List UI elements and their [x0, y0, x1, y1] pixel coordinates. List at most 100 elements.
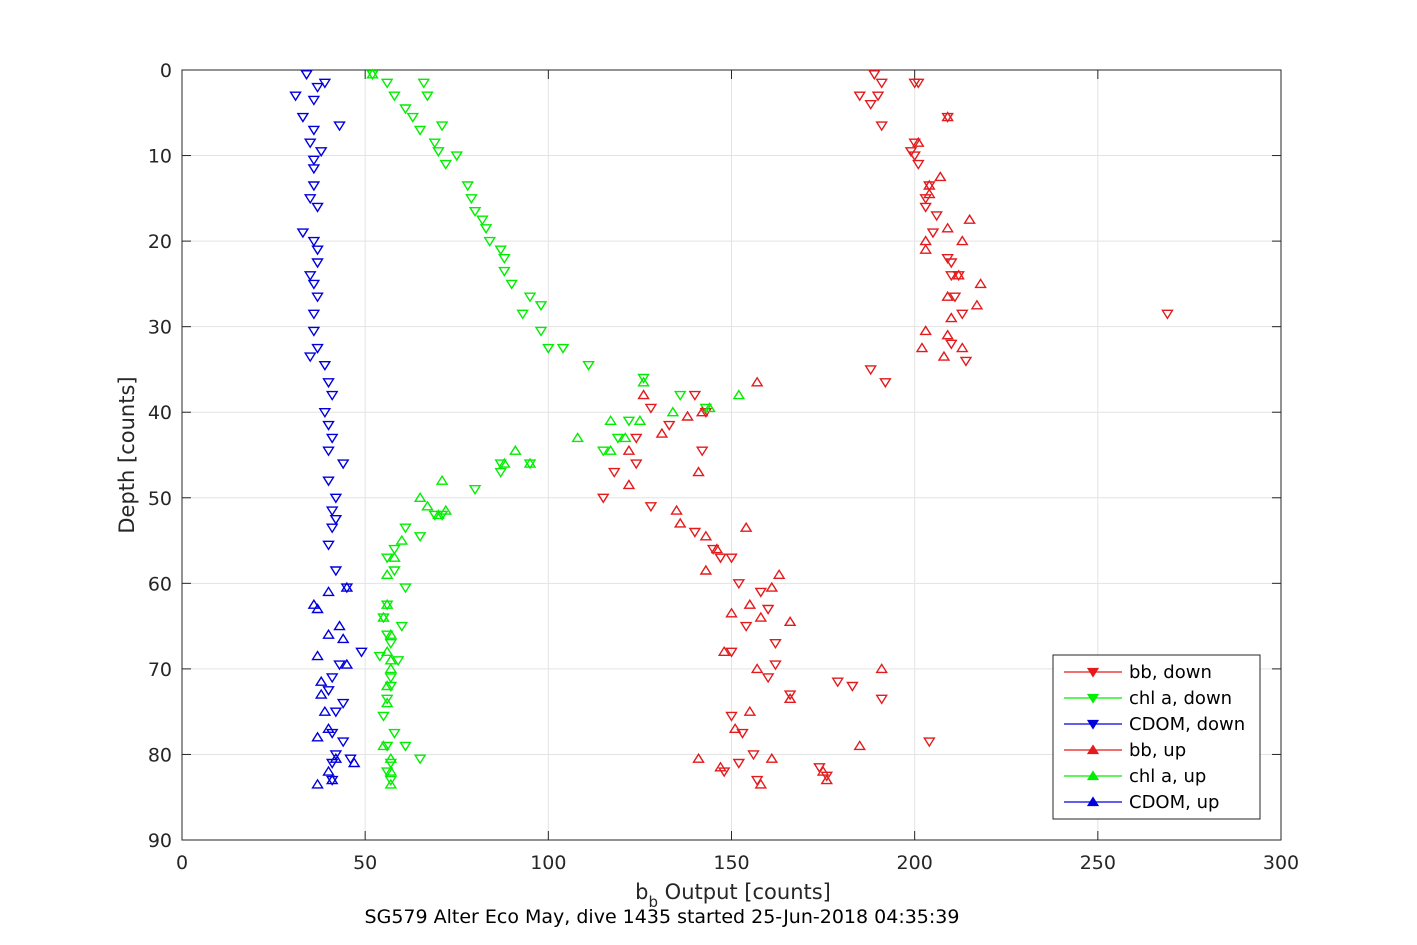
data-point	[608, 467, 621, 478]
data-point	[956, 309, 969, 320]
legend-marker	[1086, 693, 1100, 704]
data-point	[670, 504, 683, 515]
y-tick-label: 60	[148, 573, 172, 595]
data-point	[303, 271, 317, 282]
data-point	[384, 681, 398, 692]
data-point	[769, 660, 782, 671]
data-point	[311, 778, 324, 789]
x-tick-label: 200	[897, 852, 933, 874]
data-point	[439, 159, 453, 170]
data-point	[750, 663, 764, 674]
data-point	[322, 446, 335, 457]
data-point	[739, 521, 753, 532]
data-point	[380, 630, 394, 641]
data-point	[296, 228, 310, 239]
axes-frame	[181, 69, 1282, 841]
data-point	[303, 352, 317, 363]
x-tick-label: 50	[353, 852, 377, 874]
data-point	[333, 660, 346, 671]
legend-marker	[1086, 667, 1100, 678]
data-point	[384, 663, 398, 674]
data-point	[311, 245, 324, 256]
data-point	[380, 598, 394, 609]
data-point	[413, 491, 427, 502]
data-point	[673, 517, 687, 528]
data-point	[450, 151, 464, 162]
data-point	[483, 236, 496, 247]
data-point	[311, 258, 324, 269]
data-point	[714, 553, 727, 564]
data-point	[498, 266, 511, 277]
data-point	[633, 414, 647, 425]
data-point	[494, 245, 507, 256]
data-point	[542, 343, 555, 354]
data-point	[783, 616, 797, 627]
y-tick-label: 70	[148, 659, 172, 681]
data-point	[329, 752, 343, 763]
data-point	[380, 645, 394, 656]
legend-label: CDOM, up	[1129, 792, 1219, 813]
data-point	[952, 269, 965, 280]
data-point	[732, 579, 746, 590]
y-axis-label: Depth [counts]	[115, 376, 139, 533]
data-point	[318, 360, 332, 371]
data-point	[923, 188, 936, 199]
data-point	[307, 125, 321, 136]
data-point	[355, 647, 368, 658]
data-point	[695, 446, 709, 457]
data-point	[956, 342, 969, 353]
data-point	[516, 309, 529, 320]
data-point	[432, 147, 445, 158]
data-point	[629, 459, 643, 470]
data-point	[637, 389, 650, 400]
data-point	[322, 628, 335, 639]
y-tick-label: 50	[148, 488, 172, 510]
data-point	[303, 138, 317, 149]
data-point	[714, 761, 727, 772]
series-bb-down	[597, 70, 1174, 786]
data-point	[666, 406, 680, 417]
data-point	[314, 147, 328, 158]
legend-label: bb, down	[1129, 662, 1212, 683]
data-point	[611, 433, 625, 444]
data-point	[322, 540, 335, 551]
legend-box	[1052, 654, 1261, 820]
data-point	[717, 645, 731, 656]
data-point	[322, 476, 335, 487]
y-tick-label: 90	[148, 830, 172, 852]
data-point	[846, 681, 859, 692]
y-tick-label: 20	[148, 231, 172, 253]
data-point	[388, 91, 401, 102]
data-point	[736, 728, 749, 739]
legend-label: chl a, down	[1129, 688, 1232, 709]
data-point	[926, 228, 940, 239]
data-point	[311, 202, 324, 213]
data-point	[915, 342, 929, 353]
data-point	[329, 750, 343, 761]
data-point	[699, 564, 713, 575]
data-point	[1161, 309, 1174, 320]
legend-marker	[1086, 770, 1100, 781]
legend-label: CDOM, down	[1129, 714, 1245, 735]
x-axis-label: bb Output [counts]	[635, 880, 831, 911]
data-point	[380, 78, 394, 89]
data-point	[725, 647, 738, 658]
data-point	[307, 309, 321, 320]
data-point	[534, 326, 548, 337]
data-point	[380, 697, 394, 708]
data-point	[325, 523, 339, 534]
data-point	[340, 581, 354, 592]
data-point	[523, 457, 537, 468]
data-point	[941, 222, 954, 233]
data-point	[692, 752, 705, 763]
data-point	[384, 775, 398, 786]
series-cdom-down	[289, 70, 368, 786]
data-point	[725, 607, 738, 618]
data-point	[380, 694, 394, 705]
data-point	[439, 504, 453, 515]
x-tick-label: 150	[713, 852, 749, 874]
data-point	[384, 673, 398, 684]
data-point	[468, 206, 482, 217]
data-point	[307, 155, 321, 166]
data-point	[322, 420, 335, 431]
